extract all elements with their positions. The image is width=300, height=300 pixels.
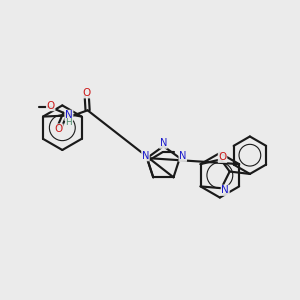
Text: N: N [160,138,167,148]
Text: N: N [179,151,186,161]
Text: N: N [221,185,229,195]
Text: O: O [82,88,91,98]
Text: N: N [142,151,149,161]
Text: O: O [55,124,63,134]
Text: H: H [66,118,72,127]
Text: O: O [46,100,55,111]
Text: O: O [218,152,227,162]
Text: N: N [65,110,73,120]
